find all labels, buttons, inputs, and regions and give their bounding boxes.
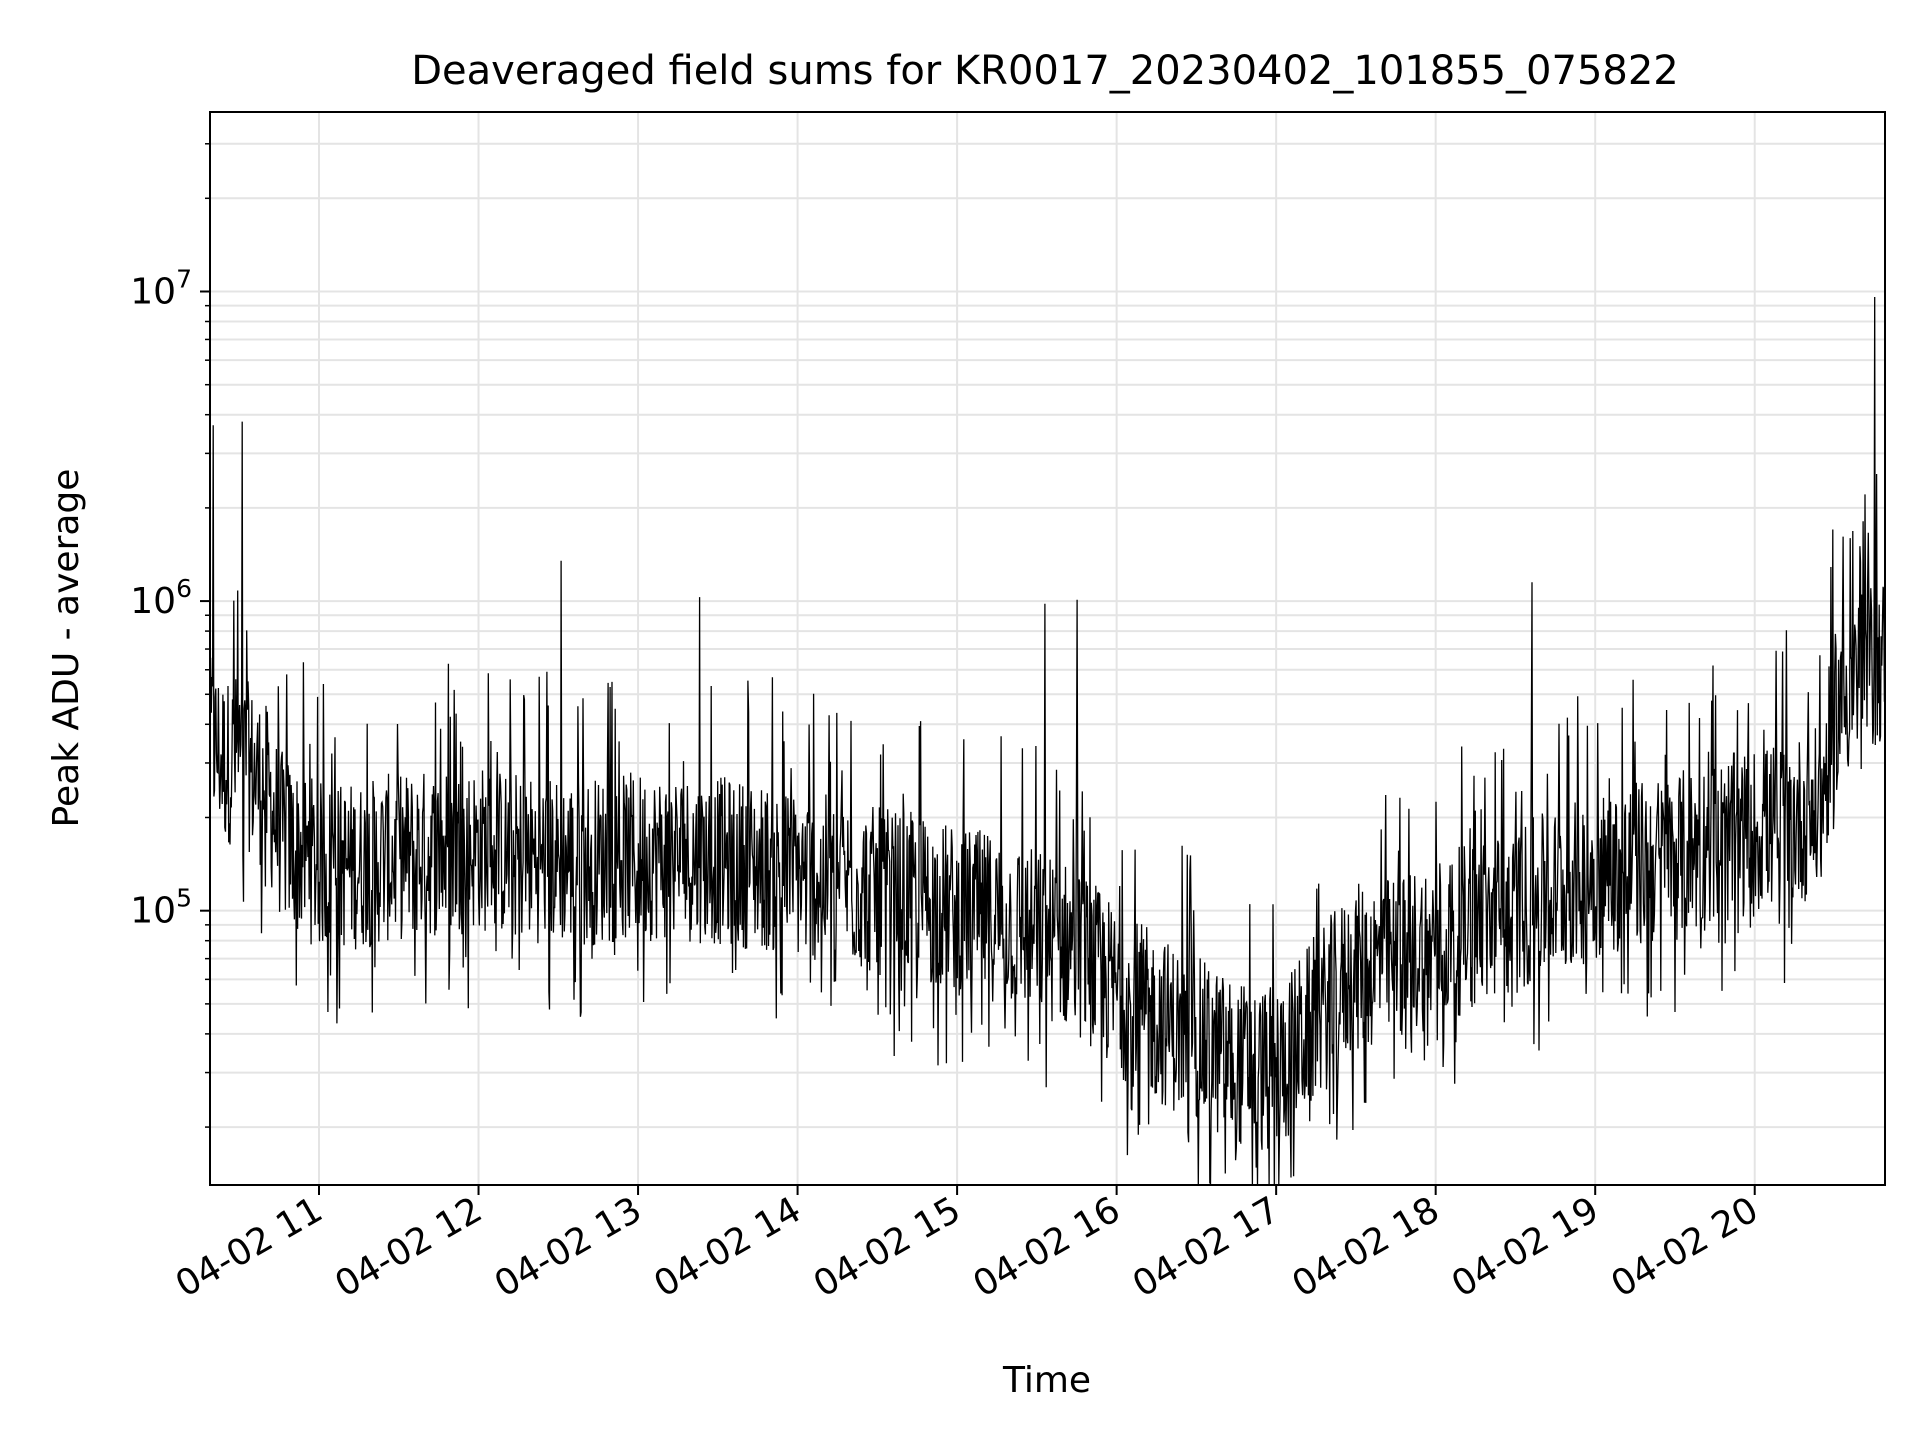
series-layer (209, 296, 1886, 1185)
y-tick-label: 106 (130, 574, 192, 622)
y-tick-label: 105 (130, 884, 192, 932)
y-tick-label: 107 (130, 264, 192, 312)
y-axis-label: Peak ADU - average (46, 469, 87, 828)
chart-title: Deaveraged field sums for KR0017_2023040… (411, 48, 1679, 94)
grid-layer (210, 112, 1885, 1185)
series-line (209, 296, 1886, 1185)
x-axis-label: Time (1002, 1360, 1091, 1401)
